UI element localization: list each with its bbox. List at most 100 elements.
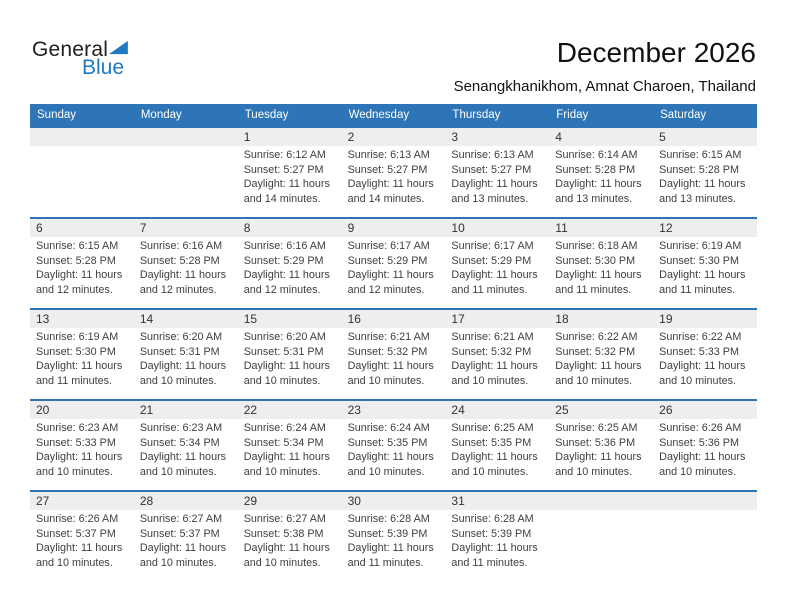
day-cell-16: 16 Sunrise: 6:21 AM Sunset: 5:32 PM Dayligh…	[341, 310, 446, 399]
day-details: Sunrise: 6:24 AM Sunset: 5:35 PM Daylight:…	[342, 419, 446, 479]
day-detail-line: Sunrise: 6:22 AM	[555, 331, 638, 343]
day-details: Sunrise: 6:21 AM Sunset: 5:32 PM Daylight:…	[342, 328, 446, 388]
day-number	[133, 128, 238, 146]
day-detail-line: Sunset: 5:36 PM	[659, 436, 739, 449]
week-row-1: 1 Sunrise: 6:12 AM Sunset: 5:27 PM Daylight…	[30, 126, 757, 217]
day-number: 11	[549, 219, 654, 237]
calendar-grid: 1 Sunrise: 6:12 AM Sunset: 5:27 PM Daylight…	[30, 126, 757, 581]
day-detail-line: and 12 minutes.	[243, 283, 321, 296]
day-detail-line: and 10 minutes.	[555, 374, 633, 387]
day-detail-line: Sunset: 5:35 PM	[451, 436, 532, 449]
day-detail-line: Sunset: 5:33 PM	[36, 436, 116, 449]
day-detail-line: Sunrise: 6:15 AM	[659, 149, 742, 161]
day-detail-line: and 10 minutes.	[139, 556, 217, 569]
weekday-header-friday: Friday	[556, 109, 589, 121]
day-detail-line: and 10 minutes.	[659, 374, 736, 387]
day-detail-line: Sunrise: 6:26 AM	[659, 422, 742, 434]
day-detail-line: Sunrise: 6:21 AM	[347, 331, 430, 343]
day-detail-line: Sunrise: 6:28 AM	[451, 513, 534, 525]
day-detail-line: Sunset: 5:39 PM	[347, 527, 428, 540]
day-detail-line: Sunrise: 6:18 AM	[555, 240, 638, 252]
weekday-header-thursday: Thursday	[452, 109, 501, 121]
day-number: 23	[341, 401, 446, 419]
calendar: Sunday Monday Tuesday Wednesday Thursday Frid…	[30, 104, 757, 581]
day-detail-line: and 11 minutes.	[347, 556, 424, 569]
day-details: Sunrise: 6:26 AM Sunset: 5:37 PM Daylight:…	[30, 510, 134, 570]
day-details: Sunrise: 6:12 AM Sunset: 5:27 PM Daylight:…	[238, 146, 342, 206]
day-cell-empty	[653, 492, 757, 581]
day-details: Sunrise: 6:24 AM Sunset: 5:34 PM Daylight:…	[238, 419, 342, 479]
day-detail-line: and 10 minutes.	[347, 465, 425, 478]
day-detail-line: Sunset: 5:36 PM	[555, 436, 636, 449]
day-detail-line: and 11 minutes.	[36, 374, 113, 387]
day-detail-line: and 12 minutes.	[139, 283, 217, 296]
day-cell-15: 15 Sunrise: 6:20 AM Sunset: 5:31 PM Dayligh…	[237, 310, 342, 399]
day-detail-line: Sunset: 5:32 PM	[347, 345, 428, 358]
day-cell-11: 11 Sunrise: 6:18 AM Sunset: 5:30 PM Dayligh…	[549, 219, 654, 308]
day-detail-line: Daylight: 11 hours	[139, 451, 227, 464]
day-details: Sunrise: 6:28 AM Sunset: 5:39 PM Daylight:…	[342, 510, 446, 570]
day-cell-1: 1 Sunrise: 6:12 AM Sunset: 5:27 PM Daylight…	[237, 128, 342, 217]
week-row-5: 27 Sunrise: 6:26 AM Sunset: 5:37 PM Dayligh…	[30, 490, 757, 581]
day-cell-26: 26 Sunrise: 6:26 AM Sunset: 5:36 PM Dayligh…	[653, 401, 757, 490]
day-detail-line: Sunset: 5:32 PM	[451, 345, 532, 358]
day-detail-line: Daylight: 11 hours	[659, 178, 746, 191]
day-detail-line: Sunset: 5:29 PM	[451, 254, 532, 267]
day-cell-30: 30 Sunrise: 6:28 AM Sunset: 5:39 PM Dayligh…	[341, 492, 446, 581]
weekday-header-saturday: Saturday	[660, 109, 707, 121]
day-detail-line: Sunset: 5:31 PM	[243, 345, 324, 358]
day-cell-17: 17 Sunrise: 6:21 AM Sunset: 5:32 PM Dayligh…	[445, 310, 550, 399]
day-detail-line: Sunrise: 6:17 AM	[451, 240, 534, 252]
day-detail-line: Sunrise: 6:16 AM	[243, 240, 326, 252]
day-detail-line: Daylight: 11 hours	[347, 451, 434, 464]
day-cell-18: 18 Sunrise: 6:22 AM Sunset: 5:32 PM Dayligh…	[549, 310, 654, 399]
day-number	[549, 492, 654, 510]
day-detail-line: Sunset: 5:28 PM	[139, 254, 220, 267]
day-detail-line: Sunrise: 6:23 AM	[139, 422, 223, 434]
day-number: 16	[341, 310, 446, 328]
day-detail-line: Sunset: 5:34 PM	[243, 436, 324, 449]
day-detail-line: and 12 minutes.	[347, 283, 425, 296]
day-detail-line: Daylight: 11 hours	[36, 269, 123, 282]
day-detail-line: Daylight: 11 hours	[659, 269, 746, 282]
day-detail-line: and 10 minutes.	[659, 465, 736, 478]
day-detail-line: Sunset: 5:34 PM	[139, 436, 220, 449]
day-details: Sunrise: 6:15 AM Sunset: 5:28 PM Daylight:…	[30, 237, 134, 297]
day-detail-line: and 12 minutes.	[36, 283, 113, 296]
day-detail-line: Daylight: 11 hours	[243, 542, 330, 555]
logo-text-general: General	[32, 38, 109, 61]
day-detail-line: and 10 minutes.	[243, 556, 321, 569]
day-detail-line: Sunset: 5:35 PM	[347, 436, 428, 449]
day-details: Sunrise: 6:13 AM Sunset: 5:27 PM Daylight:…	[342, 146, 446, 206]
day-detail-line: Sunset: 5:33 PM	[659, 345, 739, 358]
day-detail-line: and 13 minutes.	[659, 192, 736, 205]
day-detail-line: Daylight: 11 hours	[347, 542, 434, 555]
day-details: Sunrise: 6:13 AM Sunset: 5:27 PM Daylight:…	[445, 146, 549, 206]
day-detail-line: and 13 minutes.	[555, 192, 633, 205]
logo-text-blue: Blue	[81, 56, 124, 79]
day-detail-line: Daylight: 11 hours	[36, 360, 123, 373]
day-detail-line: Sunrise: 6:15 AM	[36, 240, 119, 252]
day-detail-line: and 10 minutes.	[36, 465, 113, 478]
day-cell-23: 23 Sunrise: 6:24 AM Sunset: 5:35 PM Dayligh…	[341, 401, 446, 490]
day-detail-line: Sunrise: 6:20 AM	[139, 331, 223, 343]
logo-top-line: General	[32, 36, 128, 60]
day-details: Sunrise: 6:22 AM Sunset: 5:32 PM Daylight:…	[549, 328, 653, 388]
day-detail-line: Daylight: 11 hours	[139, 360, 227, 373]
day-detail-line: Daylight: 11 hours	[36, 451, 123, 464]
day-details: Sunrise: 6:19 AM Sunset: 5:30 PM Daylight:…	[30, 328, 134, 388]
day-details: Sunrise: 6:28 AM Sunset: 5:39 PM Daylight:…	[445, 510, 549, 570]
day-number: 9	[341, 219, 446, 237]
day-cell-31: 31 Sunrise: 6:28 AM Sunset: 5:39 PM Dayligh…	[445, 492, 550, 581]
day-detail-line: Daylight: 11 hours	[347, 178, 434, 191]
day-detail-line: Sunset: 5:32 PM	[555, 345, 636, 358]
day-cell-20: 20 Sunrise: 6:23 AM Sunset: 5:33 PM Dayligh…	[30, 401, 134, 490]
weekday-header-tuesday: Tuesday	[244, 109, 289, 121]
day-detail-line: Daylight: 11 hours	[243, 178, 330, 191]
day-detail-line: Sunset: 5:28 PM	[36, 254, 116, 267]
week-row-2: 6 Sunrise: 6:15 AM Sunset: 5:28 PM Daylight…	[30, 217, 757, 308]
day-detail-line: Daylight: 11 hours	[243, 451, 330, 464]
day-detail-line: Sunrise: 6:26 AM	[36, 513, 119, 525]
day-detail-line: and 10 minutes.	[139, 374, 217, 387]
day-detail-line: Sunset: 5:39 PM	[451, 527, 532, 540]
